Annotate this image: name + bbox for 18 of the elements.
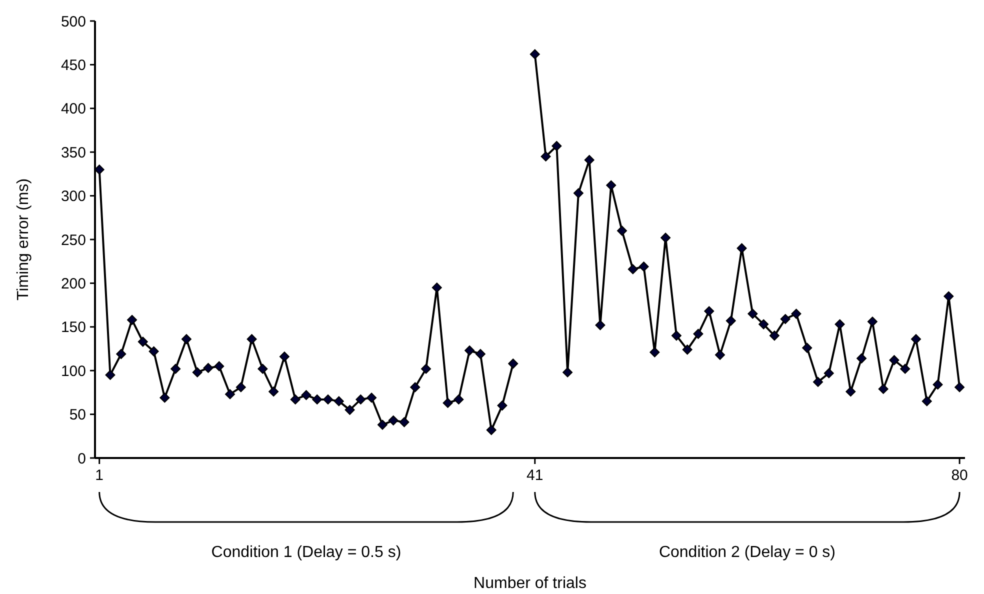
x-tick-label: 80: [951, 467, 968, 484]
x-tick-label: 41: [526, 467, 544, 484]
x-tick-label: 1: [95, 467, 104, 484]
y-tick-label: 150: [60, 319, 86, 336]
y-axis-title: Timing error (ms): [15, 178, 32, 301]
text: Condition 2 (Delay = 0 s): [658, 544, 836, 561]
y-tick-label: 250: [60, 232, 86, 249]
y-tick-label: 100: [60, 362, 86, 380]
text: Condition 1 (Delay = 0.5 s): [211, 544, 402, 561]
y-tick-label: 50: [69, 406, 86, 424]
y-tick-label: 450: [60, 56, 86, 74]
y-tick-label: 500: [60, 13, 86, 30]
y-tick-label: 200: [60, 275, 86, 292]
y-tick-label: 350: [60, 144, 86, 162]
text: Number of trials: [474, 575, 586, 592]
y-tick-label: 0: [78, 450, 86, 468]
y-tick-label: 400: [60, 100, 86, 118]
y-tick-label: 300: [60, 188, 86, 206]
